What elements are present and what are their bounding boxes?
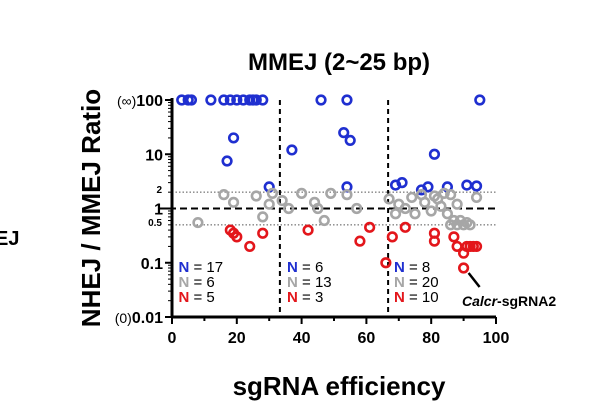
data-point xyxy=(445,189,457,201)
data-point xyxy=(470,180,483,192)
data-point xyxy=(451,198,463,210)
x-tick-label: 100 xyxy=(483,330,510,347)
reference-lines xyxy=(158,100,496,317)
chart-title: MMEJ (2~25 bp) xyxy=(248,49,430,76)
data-point xyxy=(341,94,353,106)
y-tick-label: 1 xyxy=(154,202,163,219)
data-point xyxy=(458,262,470,274)
data-point xyxy=(438,187,450,199)
data-point xyxy=(354,235,366,247)
x-tick-label: 80 xyxy=(422,330,440,347)
region-count-label: N = 10 xyxy=(394,289,439,306)
data-point xyxy=(283,202,295,215)
left-fragment-label: EJ xyxy=(0,228,19,250)
data-point xyxy=(441,208,454,220)
y-tick-label: 0.1 xyxy=(141,256,163,273)
region-count-label: N = 6 xyxy=(178,274,214,291)
data-point xyxy=(344,134,356,147)
data-point xyxy=(425,205,437,217)
x-tick-label: 40 xyxy=(293,330,311,347)
region-count-label: N = 20 xyxy=(394,274,439,291)
data-point xyxy=(231,231,243,243)
data-point xyxy=(399,202,411,215)
data-point xyxy=(383,193,395,205)
region-count-label: N = 6 xyxy=(287,259,323,276)
data-point xyxy=(221,155,233,167)
data-point xyxy=(250,94,262,106)
minor-y-tick-label: 2 xyxy=(156,185,162,196)
data-point xyxy=(435,200,447,212)
data-point xyxy=(389,208,402,220)
data-point xyxy=(422,181,434,193)
region-count-label: N = 13 xyxy=(287,274,332,291)
data-point xyxy=(244,240,256,253)
y-tick-label: 10 xyxy=(145,147,163,164)
data-point xyxy=(296,187,308,199)
data-point xyxy=(257,227,269,239)
data-point xyxy=(302,224,314,236)
data-point xyxy=(464,219,476,231)
data-point xyxy=(192,216,204,229)
data-point xyxy=(315,94,327,106)
data-point xyxy=(470,191,483,204)
callout-line xyxy=(467,272,481,288)
data-point xyxy=(286,144,298,156)
data-point xyxy=(224,94,236,106)
data-point xyxy=(406,191,418,204)
y-tick-label: (∞)100 xyxy=(117,93,163,110)
data-point xyxy=(396,177,408,189)
data-point xyxy=(338,127,350,139)
region-count-label: N = 17 xyxy=(178,259,223,276)
x-axis-label: sgRNA efficiency xyxy=(233,371,446,401)
x-tick-label: 20 xyxy=(228,330,246,347)
data-point xyxy=(218,94,230,106)
callout-label: Calcr-sgRNA2 xyxy=(462,293,556,309)
y-axis-label: NHEJ / MMEJ Ratio xyxy=(76,89,106,327)
data-point xyxy=(312,202,324,215)
x-tick-label: 0 xyxy=(168,330,177,347)
y-tick-label: (0)0.01 xyxy=(115,310,163,327)
data-point xyxy=(474,94,486,106)
data-point xyxy=(227,132,240,144)
data-point xyxy=(448,231,460,243)
data-point xyxy=(257,94,269,106)
data-point xyxy=(386,231,398,243)
data-point xyxy=(250,190,262,202)
data-point xyxy=(205,94,217,106)
data-point xyxy=(428,148,441,160)
data-point xyxy=(351,202,363,215)
data-point xyxy=(257,211,269,223)
x-tick-label: 60 xyxy=(358,330,376,347)
axes: 0 20 40 60 80 100 (0)0.01 0.1 1 10 (∞)100 2 0.5 xyxy=(115,93,510,347)
data-point xyxy=(276,194,288,207)
data-point xyxy=(318,214,330,227)
data-point xyxy=(185,94,198,106)
minor-y-tick-label: 0.5 xyxy=(148,218,162,229)
data-points xyxy=(176,94,486,274)
data-point xyxy=(263,198,275,210)
data-point xyxy=(409,208,421,220)
region-count-label: N = 5 xyxy=(178,289,214,306)
labels: N = 17N = 6N = 5N = 6N = 13N = 3N = 8N =… xyxy=(178,259,556,309)
data-point xyxy=(461,179,473,191)
data-point xyxy=(399,221,411,233)
data-point xyxy=(231,94,243,106)
data-point xyxy=(325,187,337,199)
region-count-label: N = 3 xyxy=(287,289,323,306)
data-point xyxy=(419,196,431,208)
data-point xyxy=(470,240,483,253)
data-point xyxy=(266,187,279,199)
data-point xyxy=(364,221,376,233)
data-point xyxy=(218,189,230,201)
data-point xyxy=(341,189,353,201)
data-point xyxy=(428,235,441,247)
data-point xyxy=(227,196,240,208)
region-count-label: N = 8 xyxy=(394,259,430,276)
data-point xyxy=(380,257,392,269)
